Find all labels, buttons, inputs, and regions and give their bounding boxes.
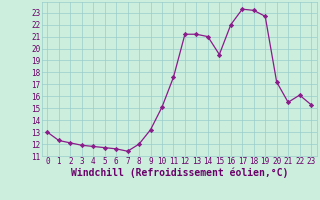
X-axis label: Windchill (Refroidissement éolien,°C): Windchill (Refroidissement éolien,°C) — [70, 168, 288, 178]
